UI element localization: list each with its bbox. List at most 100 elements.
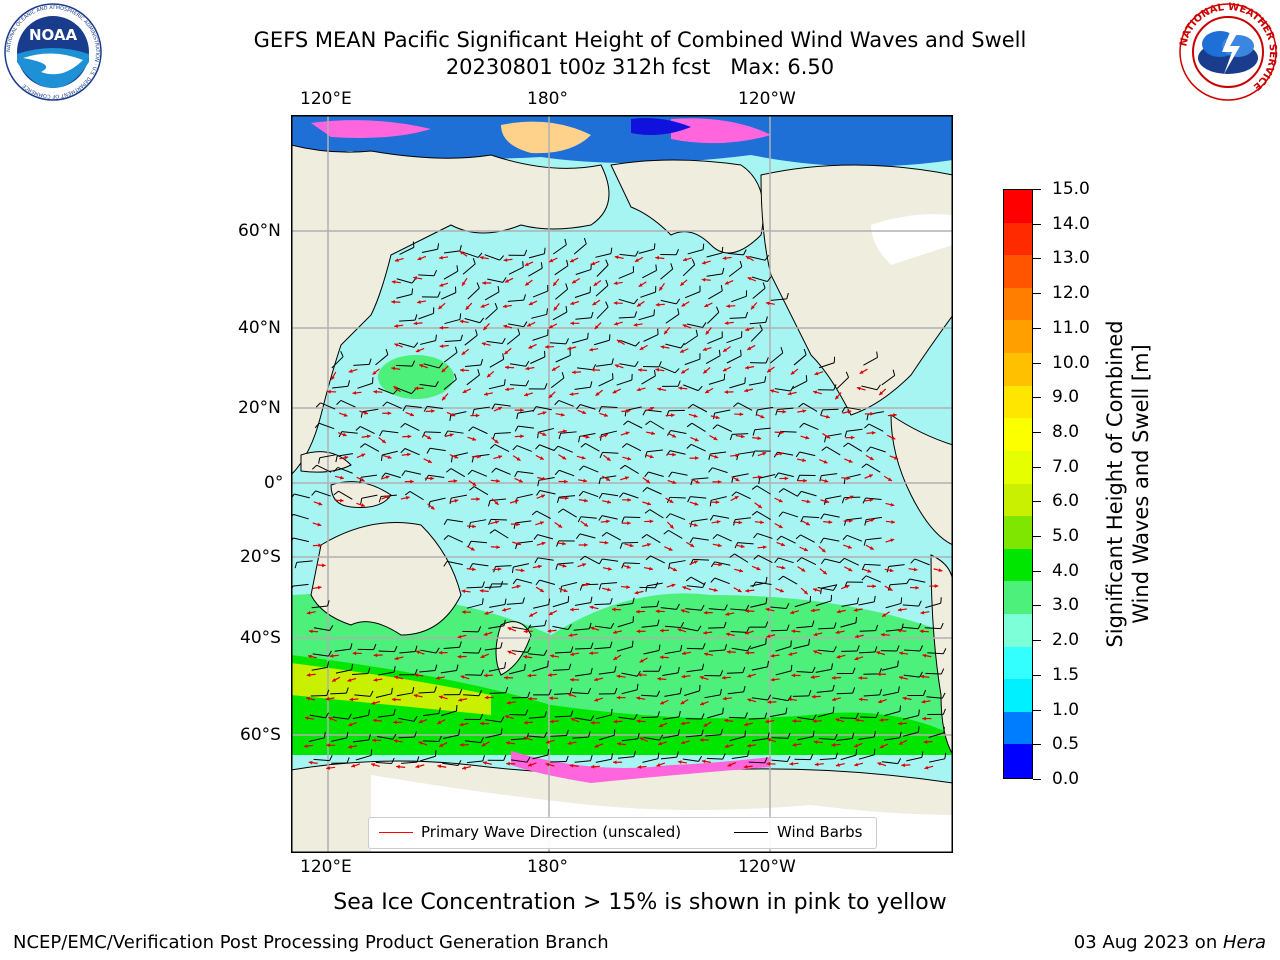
- wave-direction-arrow: [503, 347, 512, 355]
- wind-barb: [749, 621, 769, 628]
- colorbar-segment: [1004, 548, 1032, 582]
- wind-barb: [464, 737, 485, 744]
- colorbar-tick-label: 7.0: [1052, 456, 1080, 477]
- wave-direction-arrow: [854, 656, 864, 661]
- wind-barb: [687, 403, 708, 413]
- wind-barb: [663, 529, 683, 539]
- wind-barb: [792, 375, 808, 389]
- wind-barb: [665, 513, 686, 520]
- wind-barb: [575, 642, 594, 650]
- wind-barb: [704, 670, 724, 677]
- wave-direction-arrow: [502, 304, 512, 309]
- wind-barb: [554, 259, 569, 276]
- wave-direction-arrow: [503, 324, 513, 329]
- wind-barb: [443, 519, 464, 525]
- wind-barb: [508, 249, 528, 256]
- wave-direction-arrow: [493, 455, 503, 460]
- wave-direction-arrow: [313, 501, 323, 506]
- wind-barb: [360, 443, 380, 452]
- wave-direction-arrow: [810, 608, 820, 613]
- wind-barb: [572, 687, 592, 695]
- wind-barb: [443, 560, 463, 567]
- wind-barb: [883, 731, 902, 741]
- colorbar-tick: [1033, 744, 1041, 746]
- wave-direction-arrow: [312, 522, 322, 527]
- wave-direction-arrow: [303, 744, 313, 748]
- wind-barb: [641, 619, 660, 628]
- wave-direction-arrow: [680, 368, 690, 374]
- colorbar-tick-label: 12.0: [1052, 283, 1090, 304]
- wind-barb: [308, 731, 326, 742]
- wind-barb: [668, 560, 686, 570]
- wind-barb: [708, 284, 723, 300]
- wind-barb: [640, 286, 657, 298]
- wind-barb: [382, 401, 402, 409]
- wind-barb: [682, 259, 696, 277]
- wave-direction-arrow: [929, 584, 939, 588]
- lat-label: 40°N: [238, 318, 281, 338]
- wave-direction-arrow: [636, 300, 645, 308]
- central-america-landmass: [890, 414, 953, 546]
- wind-barb: [440, 664, 459, 674]
- wave-direction-arrow: [462, 766, 472, 770]
- wind-barb: [708, 621, 727, 629]
- wave-direction-arrow: [704, 652, 714, 657]
- wave-direction-arrow: [889, 455, 899, 460]
- wave-direction-arrow: [438, 695, 448, 700]
- wind-barb: [353, 358, 372, 366]
- lat-label: 60°S: [240, 725, 281, 745]
- wave-direction-arrow: [590, 626, 600, 631]
- wave-direction-arrow: [547, 629, 557, 633]
- wave-direction-arrow: [733, 520, 743, 525]
- wind-barb: [354, 690, 374, 697]
- wind-barb: [552, 624, 572, 630]
- colorbar-segment: [1004, 646, 1032, 680]
- wave-direction-arrow: [482, 281, 492, 285]
- wave-direction-arrow: [614, 255, 624, 260]
- wind-barb: [775, 640, 792, 652]
- wave-direction-arrow: [523, 736, 533, 741]
- wave-direction-arrow: [594, 322, 602, 330]
- wind-barb: [487, 754, 507, 761]
- wave-direction-arrow: [613, 719, 623, 724]
- wave-direction-arrow: [461, 589, 471, 594]
- wave-direction-arrow: [372, 368, 380, 376]
- wave-direction-arrow: [381, 495, 391, 500]
- wind-barb: [554, 469, 575, 477]
- wave-direction-arrow: [482, 323, 490, 331]
- wave-direction-arrow: [744, 630, 754, 635]
- wave-direction-arrow: [876, 651, 886, 656]
- bottom-lon-label: 120°E: [300, 857, 352, 877]
- wave-direction-arrow: [775, 587, 785, 593]
- wind-barb: [861, 463, 881, 473]
- wave-direction-arrow: [414, 386, 424, 391]
- wave-direction-arrow: [769, 389, 779, 394]
- wind-barb: [881, 660, 899, 671]
- wave-direction-arrow: [528, 343, 537, 349]
- wave-direction-arrow: [327, 389, 337, 394]
- wave-direction-arrow: [415, 764, 425, 769]
- wind-barb: [484, 285, 500, 301]
- wave-direction-arrow: [524, 279, 533, 287]
- wave-direction-arrow: [813, 632, 823, 637]
- wave-direction-arrow: [612, 630, 622, 635]
- wave-direction-arrow: [727, 761, 737, 767]
- wind-barb: [536, 489, 556, 496]
- wave-direction-arrow: [370, 763, 380, 767]
- wind-barb: [507, 321, 528, 328]
- wind-barb: [377, 733, 397, 740]
- wind-barb: [532, 285, 549, 298]
- wind-barb: [360, 494, 378, 505]
- wave-direction-arrow: [424, 476, 434, 481]
- wind-barb: [644, 471, 664, 478]
- wave-direction-arrow: [730, 453, 740, 458]
- wind-barb: [689, 537, 709, 544]
- wave-direction-arrow: [883, 475, 893, 482]
- wave-direction-arrow: [595, 389, 603, 397]
- colorbar-segment: [1004, 744, 1032, 778]
- wave-direction-arrow: [567, 741, 577, 746]
- wind-barb: [594, 641, 613, 650]
- wind-barb: [331, 757, 350, 764]
- wind-barb: [903, 671, 923, 678]
- wind-barb: [750, 597, 768, 608]
